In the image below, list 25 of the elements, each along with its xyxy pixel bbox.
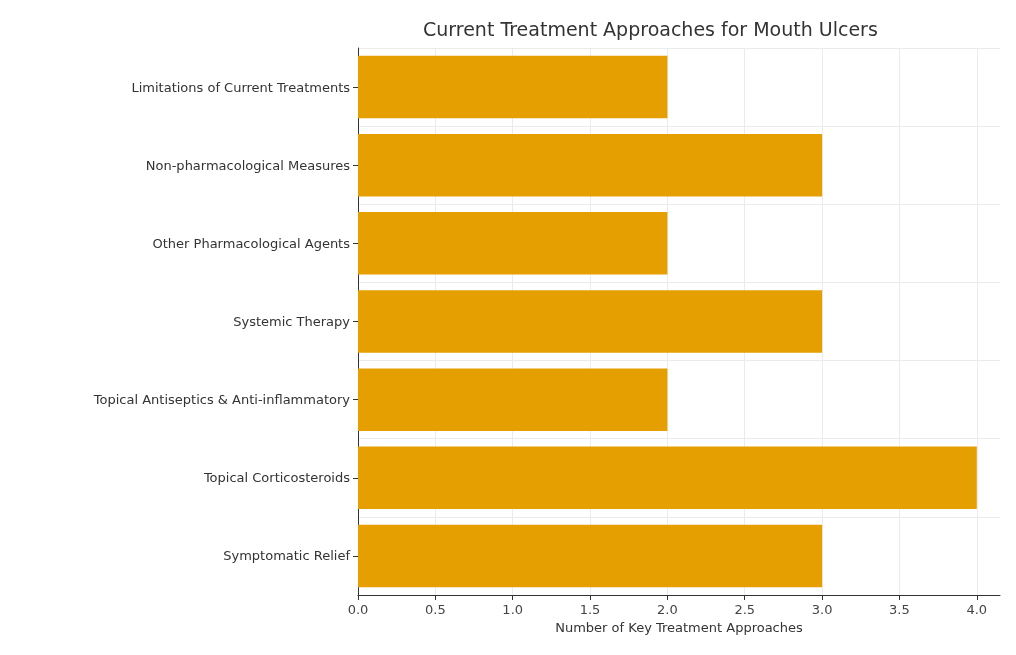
x-tick-label: 3.0 [811,602,833,617]
x-tick-label: 3.5 [889,602,910,617]
y-tick-label: Limitations of Current Treatments [131,79,351,95]
x-tick-label: 1.0 [502,602,524,617]
bar [358,212,668,275]
x-tick-label: 0.5 [425,602,446,617]
x-tick-label: 0.0 [347,602,369,617]
x-axis-title: Number of Key Treatment Approaches [555,620,803,635]
y-tick-label: Non-pharmacological Measures [145,157,351,173]
bar [358,133,823,197]
bar [358,55,668,119]
chart-title: Current Treatment Approaches for Mouth Ulcers [423,17,878,40]
x-tick-label: 4.0 [966,602,988,617]
y-tick-label: Other Pharmacological Agents [152,235,351,251]
x-tick-label: 2.0 [657,602,678,617]
bar [358,290,823,353]
bar [358,446,977,510]
y-tick-label: Symptomatic Relief [223,548,351,564]
bar [358,368,668,431]
y-tick-label: Topical Antiseptics & Anti-inflammatory [92,392,351,408]
y-tick-label: Topical Corticosteroids [202,470,351,486]
x-tick-label: 2.5 [734,602,756,617]
x-tick-label: 1.5 [579,602,601,617]
y-tick-label: Systemic Therapy [233,314,351,329]
bar [358,524,823,588]
